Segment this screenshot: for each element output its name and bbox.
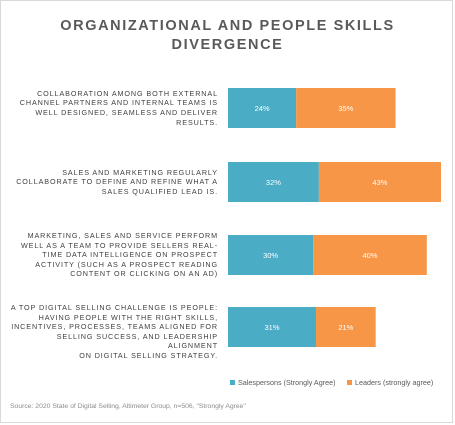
category-label-3-line-5: CONTENT OR CLICKING ON AN AD): [70, 269, 218, 279]
bar-leaders-2: [318, 162, 441, 202]
chart-title: ORGANIZATIONAL AND PEOPLE SKILLS DIVERGE…: [0, 17, 455, 55]
chart-title-line-2: DIVERGENCE: [171, 37, 284, 53]
category-label-3-line-4: ACTIVITY (SUCH AS A PROSPECT READING: [35, 259, 218, 269]
data-label-leaders-1: 35%: [338, 104, 353, 113]
legend-swatch-leaders: [347, 380, 352, 385]
legend-label-salespersons: Salespersons (Strongly Agree): [238, 378, 336, 387]
source-note: Source: 2020 State of Digital Selling, A…: [10, 403, 246, 410]
legend-label-leaders: Leaders (strongly agree): [355, 378, 434, 387]
data-label-leaders-4: 21%: [338, 323, 353, 332]
bar-leaders-1: [296, 88, 396, 128]
bar-salespersons-3: [228, 235, 314, 275]
category-label-3: MARKETING, SALES AND SERVICE PERFORM WELL…: [8, 231, 218, 279]
category-label-2: SALES AND MARKETING REGULARLY COLLABORATE…: [8, 168, 218, 197]
category-label-4-line-3: INCENTIVES, PROCESSES, TEAMS ALIGNED FOR: [11, 322, 218, 332]
data-label-salespersons-2: 32%: [266, 178, 281, 187]
category-label-1: COLLABORATION AMONG BOTH EXTERNAL CHANNEL…: [8, 89, 218, 127]
category-label-3-line-2: WELL AS A TEAM TO PROVIDE SELLERS REAL-: [20, 240, 218, 250]
category-label-2-line-3: SALES QUALIFIED LEAD IS.: [101, 186, 218, 196]
data-label-salespersons-3: 30%: [263, 251, 278, 260]
data-label-salespersons-4: 31%: [265, 323, 280, 332]
category-label-4-line-2: HAVING PEOPLE WITH THE RIGHT SKILLS,: [38, 312, 218, 322]
category-label-2-line-1: SALES AND MARKETING REGULARLY: [62, 167, 218, 177]
category-label-1-line-1: COLLABORATION AMONG BOTH EXTERNAL: [37, 88, 218, 98]
data-label-salespersons-1: 24%: [255, 104, 270, 113]
category-label-3-line-3: TIME DATA INTELLIGENCE ON PROSPECT: [42, 250, 218, 260]
category-label-1-line-4: RESULTS.: [176, 117, 218, 127]
category-label-4: A TOP DIGITAL SELLING CHALLENGE IS PEOPL…: [8, 303, 218, 361]
legend-item-leaders: Leaders (strongly agree): [347, 378, 433, 387]
category-label-4-line-5: ON DIGITAL SELLING STRATEGY.: [79, 350, 218, 360]
category-label-2-line-2: COLLABORATE TO DEFINE AND REFINE WHAT A: [16, 177, 218, 187]
legend-swatch-salespersons: [230, 380, 235, 385]
legend-item-salespersons: Salespersons (Strongly Agree): [230, 378, 335, 387]
data-label-leaders-2: 43%: [372, 178, 387, 187]
bar-leaders-3: [313, 235, 427, 275]
category-label-4-line-1: A TOP DIGITAL SELLING CHALLENGE IS PEOPL…: [10, 303, 218, 312]
category-label-1-line-2: CHANNEL PARTNERS AND INTERNAL TEAMS IS: [19, 98, 218, 108]
category-label-4-line-4: SELLING SUCCESS, AND LEADERSHIP ALIGNMEN…: [56, 331, 218, 351]
data-label-leaders-3: 40%: [362, 251, 377, 260]
bar-salespersons-4: [228, 307, 317, 347]
category-label-3-line-1: MARKETING, SALES AND SERVICE PERFORM: [27, 231, 218, 240]
bar-salespersons-1: [228, 88, 297, 128]
bar-salespersons-2: [228, 162, 319, 202]
chart-title-line-1: ORGANIZATIONAL AND PEOPLE SKILLS: [60, 18, 395, 34]
category-label-1-line-3: WELL DESIGNED, SEAMLESS AND DELIVER: [35, 107, 218, 117]
bar-leaders-4: [316, 307, 376, 347]
legend: Salespersons (Strongly Agree) Leaders (s…: [0, 378, 455, 390]
